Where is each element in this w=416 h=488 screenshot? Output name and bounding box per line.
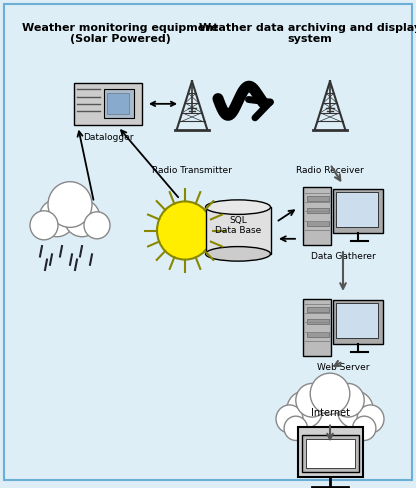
Text: Radio Transmitter: Radio Transmitter bbox=[152, 166, 232, 175]
FancyBboxPatch shape bbox=[303, 187, 331, 244]
Text: Data Gatherer: Data Gatherer bbox=[311, 252, 375, 261]
FancyBboxPatch shape bbox=[307, 319, 329, 325]
FancyBboxPatch shape bbox=[307, 208, 329, 213]
Circle shape bbox=[296, 384, 328, 417]
FancyBboxPatch shape bbox=[107, 93, 129, 114]
Circle shape bbox=[284, 416, 307, 441]
FancyBboxPatch shape bbox=[307, 307, 329, 312]
FancyBboxPatch shape bbox=[307, 332, 329, 337]
FancyBboxPatch shape bbox=[74, 83, 142, 124]
Circle shape bbox=[310, 373, 350, 414]
Circle shape bbox=[39, 200, 75, 237]
Text: Web Server: Web Server bbox=[317, 364, 369, 372]
FancyBboxPatch shape bbox=[302, 435, 359, 472]
Circle shape bbox=[84, 212, 110, 239]
FancyBboxPatch shape bbox=[303, 299, 331, 356]
Text: Internet: Internet bbox=[310, 408, 349, 418]
Text: Weather monitoring equipment
(Solar Powered): Weather monitoring equipment (Solar Powe… bbox=[22, 23, 218, 44]
FancyBboxPatch shape bbox=[4, 4, 412, 480]
FancyBboxPatch shape bbox=[333, 300, 383, 344]
FancyBboxPatch shape bbox=[305, 439, 354, 468]
Circle shape bbox=[48, 182, 92, 227]
Circle shape bbox=[287, 391, 323, 428]
Text: SQL
Data Base: SQL Data Base bbox=[215, 216, 261, 235]
FancyBboxPatch shape bbox=[336, 303, 378, 339]
Bar bbox=[206, 207, 270, 254]
Circle shape bbox=[337, 391, 373, 428]
Text: Datalogger: Datalogger bbox=[83, 133, 133, 142]
FancyBboxPatch shape bbox=[307, 221, 329, 226]
Text: Radio Receiver: Radio Receiver bbox=[296, 166, 364, 175]
Circle shape bbox=[352, 416, 376, 441]
Circle shape bbox=[357, 405, 384, 433]
Circle shape bbox=[64, 200, 100, 237]
Circle shape bbox=[157, 202, 213, 260]
Ellipse shape bbox=[206, 200, 270, 214]
FancyBboxPatch shape bbox=[104, 89, 134, 119]
Ellipse shape bbox=[206, 246, 270, 261]
Circle shape bbox=[276, 405, 303, 433]
FancyBboxPatch shape bbox=[297, 427, 362, 477]
Circle shape bbox=[305, 386, 355, 439]
FancyBboxPatch shape bbox=[333, 189, 383, 233]
Circle shape bbox=[30, 211, 58, 240]
Circle shape bbox=[332, 384, 364, 417]
FancyBboxPatch shape bbox=[307, 196, 329, 201]
FancyBboxPatch shape bbox=[336, 192, 378, 227]
Text: Weather data archiving and display
system: Weather data archiving and display syste… bbox=[199, 23, 416, 44]
